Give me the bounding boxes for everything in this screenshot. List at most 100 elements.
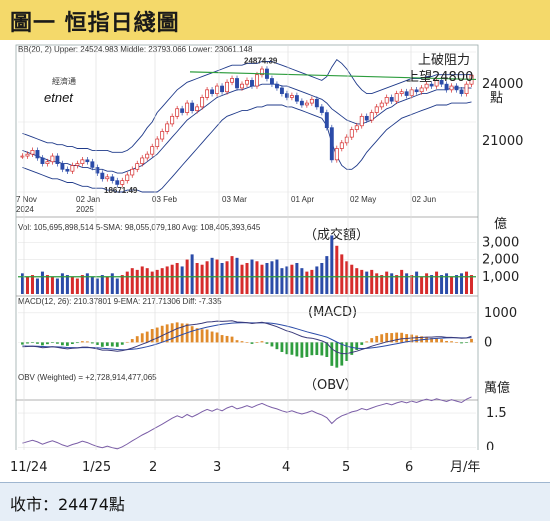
volume-bar <box>375 273 379 294</box>
candle-body <box>269 78 274 85</box>
macd-line <box>22 320 472 355</box>
volume-bar <box>70 276 74 294</box>
macd-tick-label: 0 <box>484 335 492 350</box>
macd-histogram-bar <box>75 342 79 344</box>
macd-histogram-bar <box>46 342 49 345</box>
volume-bar <box>405 273 409 294</box>
price-indicator-text: BB(20, 2) Upper: 24524.983 Middle: 23793… <box>18 45 253 54</box>
volume-bar <box>65 275 69 294</box>
volume-bar <box>305 271 309 294</box>
candle-body <box>230 78 234 83</box>
candle-body <box>309 98 314 104</box>
macd-histogram-bar <box>350 342 354 355</box>
macd-histogram-bar <box>41 342 44 346</box>
candle-body <box>369 112 374 121</box>
obv-axis-unit: 萬億 <box>484 380 510 396</box>
macd-histogram-bar <box>265 342 269 344</box>
candle-body <box>100 172 105 180</box>
volume-bar <box>280 268 284 294</box>
macd-histogram-bar <box>385 332 389 343</box>
volume-bar <box>160 268 164 294</box>
candle-body <box>25 153 30 157</box>
title-bar: 圖一 恒指日綫圖 <box>0 0 550 40</box>
candle-body <box>409 89 414 96</box>
volume-bar <box>110 273 114 294</box>
time-axis-background <box>0 450 550 482</box>
macd-histogram-bar <box>80 341 84 343</box>
volume-bar <box>150 271 154 294</box>
volume-bar <box>430 275 434 294</box>
macd-panel-label: (MACD) <box>308 305 357 320</box>
macd-histogram-bar <box>125 341 129 343</box>
macd-histogram-bar <box>235 340 239 343</box>
candle-body <box>115 180 120 185</box>
volume-bar <box>270 261 274 294</box>
volume-bar <box>35 278 39 294</box>
obv-tick-label: 0 <box>486 441 494 456</box>
candle-body <box>349 129 354 138</box>
macd-histogram-bar <box>295 342 299 357</box>
candle-body <box>180 108 185 113</box>
macd-panel: MACD(12, 26): 210.37801 9-EMA: 217.71306… <box>16 297 517 401</box>
macd-histogram-bar <box>130 339 134 343</box>
candle-body <box>155 138 160 147</box>
macd-histogram-bar <box>255 342 259 343</box>
candle-body <box>404 91 409 96</box>
volume-bar <box>225 261 229 294</box>
volume-bar <box>100 275 104 294</box>
date-label: 02 Jan <box>76 195 100 204</box>
stock-chart: BB(20, 2) Upper: 24524.983 Middle: 23793… <box>0 44 550 482</box>
date-label: 01 Apr <box>291 195 314 204</box>
macd-histogram-bar <box>230 336 234 343</box>
macd-histogram-bar <box>310 342 314 356</box>
macd-histogram-bar <box>180 323 184 343</box>
macd-histogram-bar <box>360 342 364 345</box>
candle-body <box>319 106 324 113</box>
volume-tick-label: 1,000 <box>482 270 519 285</box>
macd-histogram-bar <box>345 342 349 361</box>
volume-panel-label: （成交額） <box>304 227 369 243</box>
candle-body <box>304 102 309 106</box>
candle-body <box>245 80 249 85</box>
volume-bar <box>315 266 319 294</box>
candle-body <box>130 168 135 176</box>
candle-body <box>90 161 95 168</box>
candle-body <box>284 93 289 98</box>
candle-body <box>374 106 379 113</box>
macd-histogram-bar <box>170 323 174 343</box>
volume-bar <box>395 275 399 294</box>
candle-body <box>160 131 165 140</box>
volume-bar <box>200 264 204 294</box>
macd-histogram-bar <box>280 342 284 352</box>
volume-bar <box>220 263 224 294</box>
candle-body <box>50 155 55 163</box>
volume-bar <box>20 273 24 294</box>
macd-histogram-bar <box>375 335 379 343</box>
macd-histogram-bar <box>135 336 139 343</box>
volume-bar <box>325 256 329 294</box>
watermark-en: etnet <box>44 90 74 105</box>
time-axis-label: 6 <box>405 460 413 475</box>
candle-body <box>279 87 284 94</box>
obv-panel-label: （OBV） <box>304 378 358 393</box>
candle-body <box>200 97 205 108</box>
macd-histogram-bar <box>155 327 159 343</box>
volume-bar <box>435 271 439 294</box>
macd-histogram-bar <box>95 342 99 345</box>
date-label-year: 2024 <box>16 205 34 214</box>
macd-histogram-bar <box>370 338 374 343</box>
candle-body <box>235 78 239 89</box>
resistance-line <box>189 71 477 81</box>
macd-histogram-bar <box>115 342 119 347</box>
macd-histogram-bar <box>430 338 433 343</box>
candle-body <box>35 150 40 159</box>
candle-body <box>85 159 90 163</box>
candle-body <box>354 125 359 130</box>
macd-histogram-bar <box>245 342 249 343</box>
volume-bar <box>400 269 404 294</box>
candle-body <box>240 83 244 89</box>
volume-bar <box>355 268 359 294</box>
date-label: 03 Feb <box>152 195 177 204</box>
volume-bar <box>240 264 244 294</box>
candle-body <box>110 176 115 181</box>
